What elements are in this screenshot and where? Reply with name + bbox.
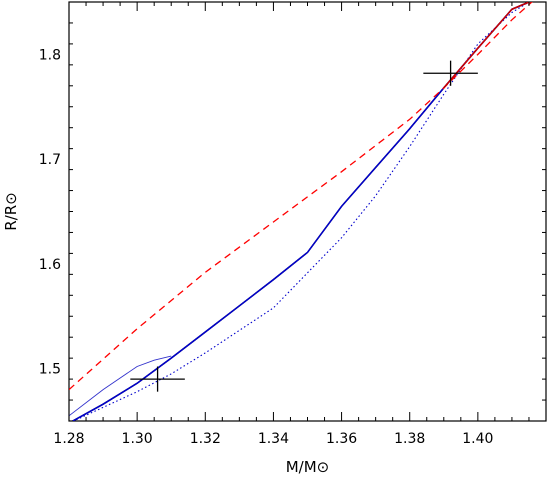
series-line-5 xyxy=(443,2,530,89)
y-tick-label: 1.6 xyxy=(39,257,61,273)
series-line-2 xyxy=(69,355,172,417)
error-cross-layer xyxy=(130,60,478,392)
x-tick-label: 1.40 xyxy=(462,431,493,447)
series-line-0 xyxy=(71,2,530,421)
series-layer xyxy=(69,2,533,421)
x-axis-label: M/M⊙ xyxy=(286,458,330,476)
y-tick-label: 1.8 xyxy=(39,47,61,63)
y-tick-label: 1.7 xyxy=(39,152,61,168)
tick-layer: 1.28 1.30 1.32 1.34 1.36 1.38 1.40 1.5 1.6 1.7 1.8 xyxy=(39,1,547,447)
x-tick-label: 1.32 xyxy=(190,431,221,447)
plot-frame xyxy=(68,1,547,422)
x-tick-label: 1.36 xyxy=(326,431,357,447)
y-axis-label: R/R⊙ xyxy=(2,192,20,230)
x-tick-label: 1.30 xyxy=(122,431,153,447)
series-line-1 xyxy=(71,2,530,421)
x-tick-label: 1.38 xyxy=(394,431,425,447)
series-line-3 xyxy=(72,2,530,421)
series-line-4 xyxy=(69,2,533,391)
x-tick-label: 1.34 xyxy=(258,431,289,447)
y-tick-label: 1.5 xyxy=(39,362,61,378)
x-tick-label: 1.28 xyxy=(53,431,84,447)
